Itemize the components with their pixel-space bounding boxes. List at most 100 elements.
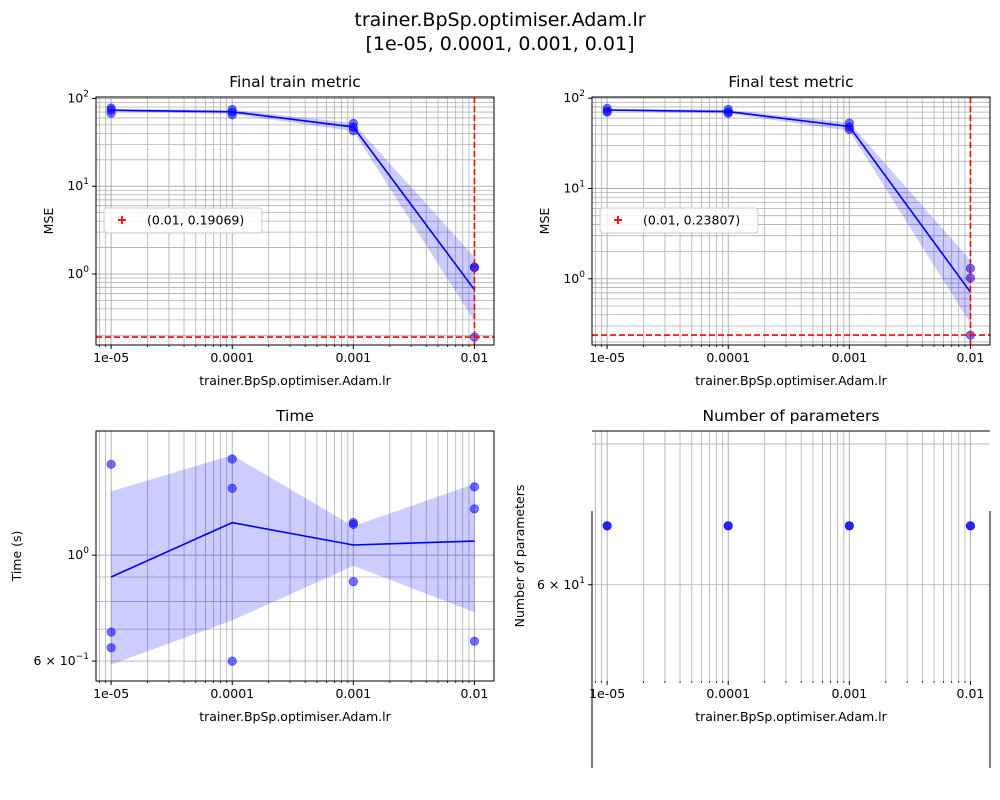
params-x-tick-label: 0.01 xyxy=(957,686,985,701)
params-data-point xyxy=(965,521,976,531)
train-data-point xyxy=(348,126,358,136)
train-y-tick-base: 10 xyxy=(67,90,83,105)
params-x-tick-label: 0.001 xyxy=(831,686,867,701)
params-y-tick-base: 6 × 10 xyxy=(537,577,579,592)
time-data-point xyxy=(227,483,237,493)
test-y-tick-base: 10 xyxy=(563,90,579,105)
time-plot-area xyxy=(106,454,480,666)
time-x-tick-label: 0.001 xyxy=(335,686,371,701)
train-axes-frame xyxy=(95,96,495,346)
train-confidence-band xyxy=(111,109,475,322)
params-x-axis-label: trainer.BpSp.optimiser.Adam.lr xyxy=(695,709,887,724)
time-y-axis-label: Time (s) xyxy=(9,531,24,583)
train-title: Final train metric xyxy=(229,73,361,91)
test-axes-frame xyxy=(591,96,991,346)
time-confidence-band xyxy=(111,455,475,665)
test-y-tick-label: 101 xyxy=(563,179,585,195)
time-data-point xyxy=(106,459,116,469)
train-y-tick-exponent: 1 xyxy=(83,177,89,187)
test-data-point xyxy=(602,107,612,117)
time-data-point xyxy=(348,519,358,529)
train-legend-label: (0.01, 0.19069) xyxy=(147,213,244,228)
time-x-tick-label: 1e-05 xyxy=(93,686,129,701)
test-x-tick-label: 0.001 xyxy=(831,350,867,365)
train-x-tick-label: 1e-05 xyxy=(93,350,129,365)
train-y-tick-base: 10 xyxy=(67,266,83,281)
test-mean-line xyxy=(607,109,972,293)
test-x-axis-label: trainer.BpSp.optimiser.Adam.lr xyxy=(695,373,887,388)
params-y-tick-exponent: 1 xyxy=(579,576,585,586)
test-legend-label: (0.01, 0.23807) xyxy=(643,213,740,228)
params-y-tick-label: 6 × 101 xyxy=(537,576,585,592)
time-y-tick-exponent: −1 xyxy=(76,652,89,662)
test-x-tick-label: 0.0001 xyxy=(706,350,750,365)
params-plot-area xyxy=(602,521,976,531)
params-x-tick-label: 0.0001 xyxy=(706,686,750,701)
test-y-tick-exponent: 2 xyxy=(579,89,585,99)
test-plot-area xyxy=(592,97,990,345)
test-y-tick-base: 10 xyxy=(563,271,579,286)
test-y-tick-label: 100 xyxy=(563,270,585,286)
test-x-tick-label: 1e-05 xyxy=(589,350,625,365)
time-x-tick-label: 0.01 xyxy=(461,686,489,701)
train-x-axis-label: trainer.BpSp.optimiser.Adam.lr xyxy=(199,373,391,388)
time-data-point xyxy=(469,504,480,514)
train-mean-line xyxy=(111,109,476,291)
time-data-point xyxy=(106,627,116,637)
params-data-point xyxy=(602,521,612,531)
time-y-tick-label: 6 × 10−1 xyxy=(33,652,89,668)
chart-params: 1e-05 0.0001 0.001 0.01 6 × 101 Number of par… xyxy=(512,407,991,768)
train-y-tick-label: 100 xyxy=(67,265,89,281)
train-plot-area xyxy=(96,97,494,345)
train-grid xyxy=(96,97,494,345)
test-data-point xyxy=(723,108,733,118)
train-legend-box xyxy=(103,207,263,234)
train-y-tick-exponent: 0 xyxy=(83,265,89,275)
figure-title-line2: [1e-05, 0.0001, 0.001, 0.01] xyxy=(365,33,635,55)
test-y-tick-exponent: 0 xyxy=(579,270,585,280)
figure-title-line1: trainer.BpSp.optimiser.Adam.lr xyxy=(354,9,646,31)
time-y-tick-base: 10 xyxy=(67,547,83,562)
time-data-point xyxy=(227,454,237,464)
train-y-tick-label: 102 xyxy=(67,89,89,105)
test-confidence-band xyxy=(607,108,971,324)
test-data-point xyxy=(844,124,854,135)
params-y-axis-label: Number of parameters xyxy=(512,485,527,628)
params-data-point xyxy=(723,521,733,531)
time-y-tick-exponent: 0 xyxy=(83,546,89,556)
train-x-tick-label: 0.001 xyxy=(335,350,371,365)
test-y-tick-label: 102 xyxy=(563,89,585,105)
time-y-tick-base: 6 × 10 xyxy=(33,653,75,668)
params-grid xyxy=(592,431,990,681)
time-mean-line xyxy=(110,521,475,578)
train-y-axis-label: MSE xyxy=(41,208,56,235)
time-data-point xyxy=(469,482,480,492)
test-y-axis-label: MSE xyxy=(537,208,552,235)
time-x-axis-label: trainer.BpSp.optimiser.Adam.lr xyxy=(199,709,391,724)
time-data-point xyxy=(348,577,358,587)
chart-time: 1e-05 0.0001 0.001 0.01 6 × 10−1 100 Time train… xyxy=(9,407,495,724)
train-y-tick-base: 10 xyxy=(67,178,83,193)
time-x-tick-label: 0.0001 xyxy=(210,686,254,701)
train-y-tick-exponent: 2 xyxy=(83,89,89,99)
train-data-point xyxy=(227,110,237,120)
train-data-point xyxy=(106,108,116,118)
test-y-tick-base: 10 xyxy=(563,180,579,195)
test-title: Final test metric xyxy=(728,73,853,91)
test-legend-box xyxy=(599,207,759,234)
test-y-tick-exponent: 1 xyxy=(579,179,585,189)
params-data-point xyxy=(844,521,854,531)
test-x-tick-label: 0.01 xyxy=(957,350,985,365)
train-y-tick-label: 101 xyxy=(67,177,89,193)
params-title: Number of parameters xyxy=(703,407,880,425)
time-axes-frame xyxy=(95,430,495,682)
train-x-tick-label: 0.0001 xyxy=(210,350,254,365)
time-data-point xyxy=(106,643,116,653)
time-title: Time xyxy=(275,407,314,425)
time-data-point xyxy=(469,636,480,646)
train-x-tick-label: 0.01 xyxy=(461,350,489,365)
time-data-point xyxy=(227,656,237,666)
